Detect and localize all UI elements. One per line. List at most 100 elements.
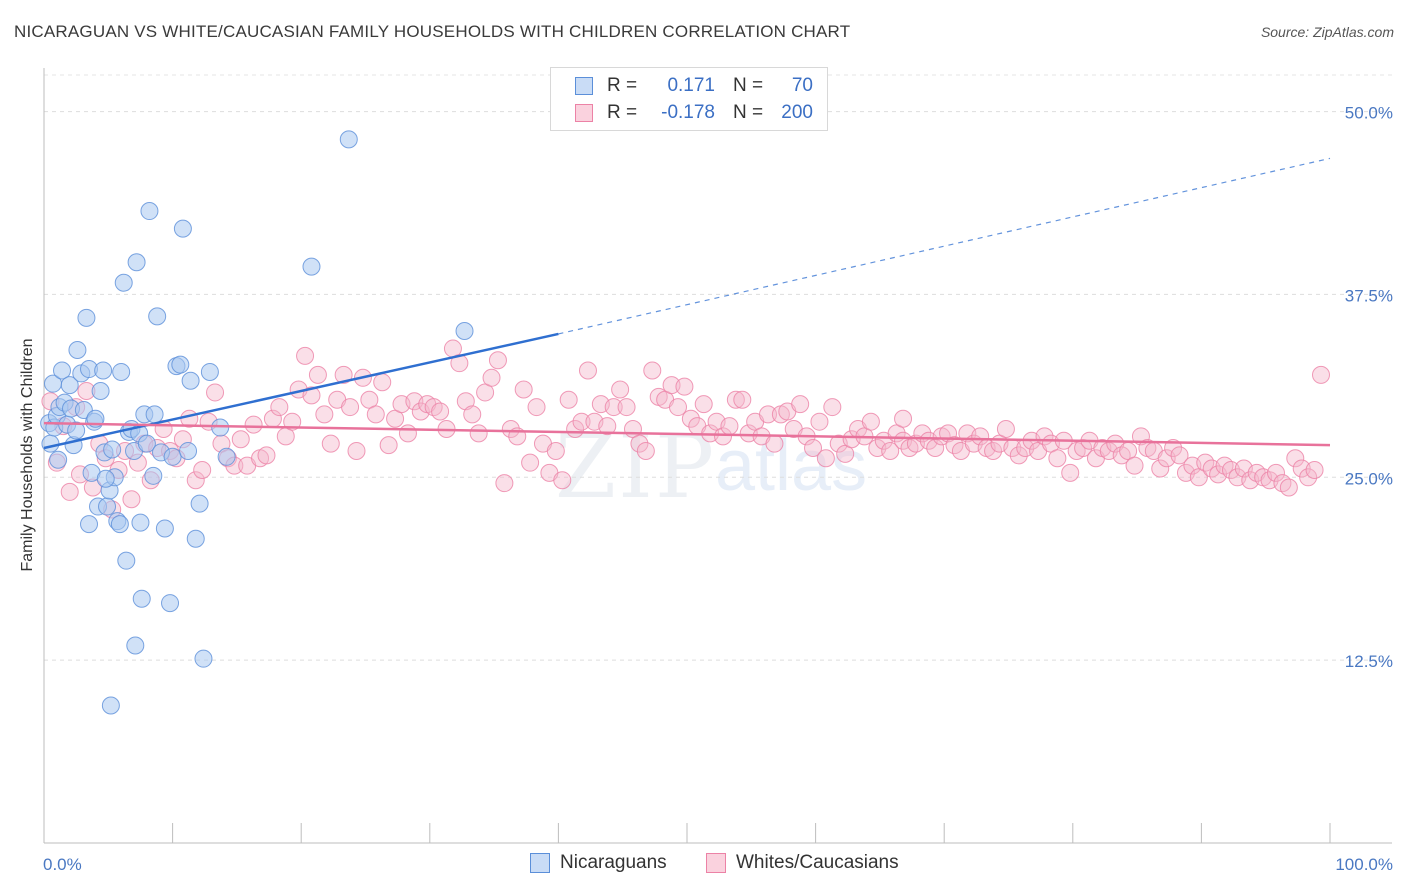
point-white [373,373,392,392]
legend-swatch-blue [575,77,593,95]
point-nicaraguan [67,421,86,440]
point-white [662,376,681,395]
point-white [553,471,572,490]
trendline-nicaraguans-extension [558,157,1331,335]
y-tick-label: 50.0% [1345,104,1393,123]
point-white [206,383,225,402]
axis-layer: 12.5% 25.0% 37.5% 50.0% 0.0% 100.0% [43,68,1393,874]
point-nicaraguan [155,519,174,538]
point-white [810,412,829,431]
legend-n-value: 200 [781,102,813,123]
point-nicaraguan [173,219,192,238]
point-white [816,449,835,468]
point-white [1292,459,1311,478]
point-nicaraguan [101,696,120,715]
point-white [193,460,212,479]
point-white [398,424,417,443]
point-white [604,398,623,417]
chart-title: NICARAGUAN VS WHITE/CAUCASIAN FAMILY HOU… [14,22,851,41]
point-nicaraguan [80,515,99,534]
point-nicaraguan [77,308,96,327]
point-nicaraguan [217,447,236,466]
point-white [765,434,784,453]
point-white [971,427,990,446]
point-white [296,346,315,365]
point-nicaraguan [117,551,136,570]
point-white [572,412,591,431]
point-nicaraguan [200,362,219,381]
point-white [1311,365,1330,384]
point-white [315,405,334,424]
point-white [559,390,578,409]
point-white [1279,478,1298,497]
point-white [495,474,514,493]
point-white [1074,439,1093,458]
point-nicaraguan [163,447,182,466]
point-white [984,441,1003,460]
point-nicaraguan [455,322,474,340]
legend-r-value: -0.178 [661,102,715,123]
series-legend-nicaraguans[interactable]: Nicaraguans [530,852,667,874]
trend-layer [43,157,1331,450]
point-white [257,446,276,465]
x-tick-label-min: 0.0% [43,855,82,874]
point-nicaraguan [140,202,159,221]
point-nicaraguan [103,440,122,459]
series-swatch-pink [706,853,726,873]
point-white [1048,449,1067,468]
point-white [334,365,353,384]
point-white [1170,446,1189,465]
point-nicaraguan [131,513,150,532]
point-white [598,417,617,436]
point-white [823,398,842,417]
point-white [720,417,739,436]
point-nicaraguan [179,441,198,460]
trendline-nicaraguans [43,332,559,450]
point-white [431,402,450,421]
point-nicaraguan [181,371,200,390]
point-white [894,409,913,428]
x-tick-label-max: 100.0% [1335,855,1393,874]
point-white [308,365,327,384]
series-legend-whites[interactable]: Whites/Caucasians [706,852,899,874]
series-label: Nicaraguans [560,852,667,873]
series-swatch-blue [530,853,550,873]
point-white [617,398,636,417]
legend-row-nicaraguans: R = 0.171 N = 70 [551,73,813,99]
point-white [122,490,141,509]
point-white [366,405,385,424]
y-tick-label: 25.0% [1345,469,1393,488]
point-white [1061,463,1080,482]
point-white [341,398,360,417]
point-white [1266,463,1285,482]
point-white [1151,459,1170,478]
point-nicaraguan [41,434,60,453]
point-white [283,412,302,431]
point-white [804,439,823,458]
point-white [643,361,662,380]
point-nicaraguan [148,307,167,326]
series-label: Whites/Caucasians [736,852,899,873]
point-white [881,441,900,460]
point-nicaraguan [53,361,72,380]
point-nicaraguan [127,253,146,272]
point-white [456,392,475,411]
legend-n-value: 70 [791,75,813,96]
trendline-whites [43,421,1331,447]
point-white [231,430,250,449]
point-nicaraguan [171,355,190,374]
point-white [379,436,398,455]
point-white [501,420,520,439]
point-nicaraguan [132,589,151,608]
point-white [675,377,694,396]
point-white [186,471,205,490]
point-white [347,441,366,460]
point-nicaraguan [145,405,164,424]
point-white [861,412,880,431]
point-white [270,398,289,417]
legend-row-whites: R = -0.178 N = 200 [551,100,813,126]
point-white [714,427,733,446]
point-nicaraguan [110,515,129,534]
y-tick-label: 12.5% [1345,652,1393,671]
